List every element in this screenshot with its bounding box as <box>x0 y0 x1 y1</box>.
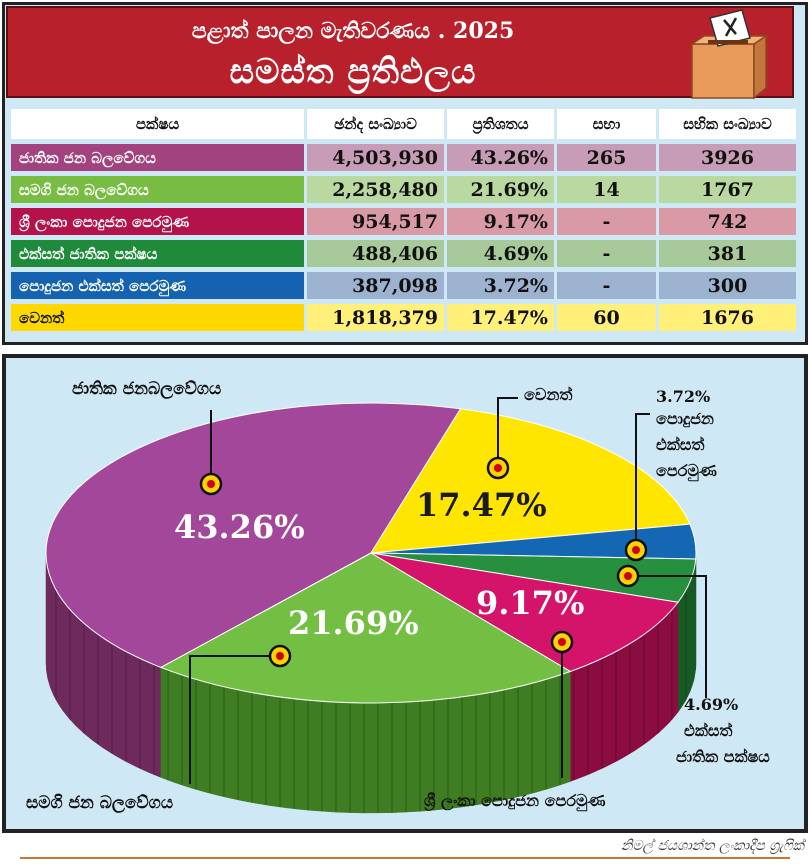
callout-npp: ජාතික ජනබලවේගය <box>72 379 222 399</box>
table-row: සමගි ජන බලවේගය 2,258,480 21.69% 14 1767 <box>8 176 796 203</box>
callout-unp-name-2: ජාතික පක්ෂය <box>676 747 770 766</box>
pct-label-other: 17.47% <box>416 486 547 524</box>
councils-cell: 14 <box>554 176 656 203</box>
pct-label-npp: 43.26% <box>174 508 305 546</box>
page-subtitle: පළාත් පාලන මැතිවරණය . 2025 <box>191 18 515 44</box>
callout-unp-name-1: එක්සත් <box>684 721 733 740</box>
pie-chart <box>45 397 707 814</box>
callout-pa-name-2: එක්සත් <box>656 435 705 454</box>
percentage-cell: 9.17% <box>444 208 554 235</box>
members-cell: 742 <box>656 208 796 235</box>
results-table: පක්ෂය ඡන්ද සංඛ්‍යාව ප්‍රතිශතය සභා සභික ස… <box>8 104 796 336</box>
header-members: සභික සංඛ්‍යාව <box>656 109 796 139</box>
party-name: පොදුජන එක්සත් පෙරමුණ <box>8 272 304 299</box>
table-row: පොදුජන එක්සත් පෙරමුණ 387,098 3.72% -300 <box>8 272 796 299</box>
title-band: පළාත් පාලන මැතිවරණය . 2025 සමස්ත ප්‍රතිඵ… <box>6 6 794 100</box>
councils-cell: - <box>554 208 656 235</box>
pie-chart-panel: 43.26% 17.47% 9.17% 21.69% ජාතික ජනබලවේග… <box>2 354 808 833</box>
percentage-cell: 3.72% <box>444 272 554 299</box>
table-row: එක්සත් ජාතික පක්ෂය 488,406 4.69% -381 <box>8 240 796 267</box>
header-councils: සභා <box>554 109 656 139</box>
marker-unp-leader <box>628 575 707 698</box>
percentage-cell: 4.69% <box>444 240 554 267</box>
votes-cell: 387,098 <box>304 272 444 299</box>
votes-cell: 1,818,379 <box>304 304 444 331</box>
percentage-cell: 43.26% <box>444 144 554 171</box>
councils-cell: - <box>554 240 656 267</box>
pct-label-slpp: 9.17% <box>476 584 585 622</box>
marker-pa-leader <box>635 413 650 550</box>
marker-sjb-leader <box>189 655 280 784</box>
header-votes: ඡන්ද සංඛ්‍යාව <box>304 109 444 139</box>
percentage-cell: 21.69% <box>444 176 554 203</box>
table-row: වෙනත් 1,818,379 17.47% 60 1676 <box>8 304 796 331</box>
members-cell: 3926 <box>656 144 796 171</box>
credit-divider <box>20 857 790 859</box>
callout-other: වෙනත් <box>524 385 573 404</box>
callout-pa-name-3: පෙරමුණ <box>656 461 717 480</box>
pie-slice-0 <box>45 402 462 669</box>
callout-slpp: ශ්‍රී ලංකා පොදුජන පෙරමුණ <box>424 791 606 810</box>
members-cell: 300 <box>656 272 796 299</box>
callout-pa-name-1: පොදුජන <box>656 409 714 428</box>
callout-sjb: සමගි ජන බලවේගය <box>26 793 174 813</box>
marker-unp-target-dot <box>624 572 632 580</box>
pie-slice-5 <box>159 552 572 704</box>
councils-cell: 60 <box>554 304 656 331</box>
votes-cell: 2,258,480 <box>304 176 444 203</box>
header-percentage: ප්‍රතිශතය <box>444 109 554 139</box>
callout-unp-pct: 4.69% <box>684 695 739 714</box>
party-name: ශ්‍රී ලංකා පොදුජන පෙරමුණ <box>8 208 304 235</box>
party-name: එක්සත් ජාතික පක්ෂය <box>8 240 304 267</box>
pie-slice-4 <box>370 552 679 673</box>
votes-cell: 954,517 <box>304 208 444 235</box>
marker-other-leader <box>497 397 518 468</box>
pct-label-sjb: 21.69% <box>288 604 419 642</box>
page-title: සමස්ත ප්‍රතිඵලය <box>229 52 477 92</box>
table-row: ශ්‍රී ලංකා පොදුජන පෙරමුණ 954,517 9.17% -742 <box>8 208 796 235</box>
party-name: වෙනත් <box>8 304 304 331</box>
marker-other-target-dot <box>494 464 502 472</box>
members-cell: 1767 <box>656 176 796 203</box>
party-name: ජාතික ජන බලවේගය <box>8 144 304 171</box>
councils-cell: 265 <box>554 144 656 171</box>
ballot-box-icon <box>689 9 769 100</box>
marker-sjb-target-dot <box>276 652 284 660</box>
votes-cell: 488,406 <box>304 240 444 267</box>
marker-pa-target-dot <box>632 546 640 554</box>
callout-pa-pct: 3.72% <box>656 387 711 406</box>
party-name: සමගි ජන බලවේගය <box>8 176 304 203</box>
members-cell: 381 <box>656 240 796 267</box>
marker-slpp-target-dot <box>558 638 566 646</box>
header-party: පක්ෂය <box>8 109 304 139</box>
graphic-credit: නිමල් ජයශාන්ත ලංකාදීප ග්‍රැෆික් <box>620 838 804 854</box>
table-row: ජාතික ජන බලවේගය 4,503,930 43.26% 265 3926 <box>8 144 796 171</box>
councils-cell: - <box>554 272 656 299</box>
marker-npp-target-dot <box>207 480 215 488</box>
percentage-cell: 17.47% <box>444 304 554 331</box>
members-cell: 1676 <box>656 304 796 331</box>
votes-cell: 4,503,930 <box>304 144 444 171</box>
table-header-row: පක්ෂය ඡන්ද සංඛ්‍යාව ප්‍රතිශතය සභා සභික ස… <box>8 109 796 139</box>
